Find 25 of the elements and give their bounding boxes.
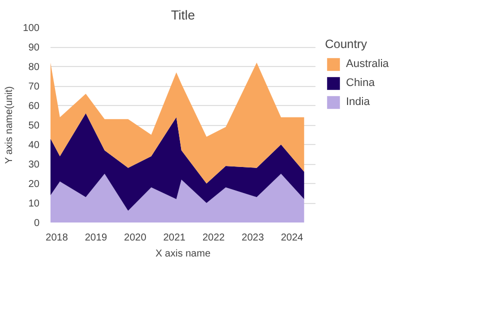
x-tick-label: 2022: [202, 232, 226, 244]
x-tick-label: 2021: [163, 232, 186, 244]
x-tick-label: 2018: [46, 232, 68, 244]
y-tick-label: 100: [22, 23, 40, 34]
y-tick-label: 80: [28, 62, 40, 73]
y-tick-label: 10: [28, 198, 40, 210]
x-axis-title: X axis name: [155, 248, 211, 260]
y-tick-label: 40: [28, 140, 40, 151]
x-tick-label: 2019: [84, 232, 108, 244]
y-tick-label: 30: [28, 160, 40, 170]
x-tick-label: 2023: [242, 232, 264, 244]
y-tick-label: 0: [34, 218, 40, 229]
legend-label: Australia: [346, 58, 389, 70]
y-tick-label: 90: [28, 42, 40, 54]
x-tick-label: 2020: [124, 232, 147, 244]
x-tick-label: 2024: [280, 232, 304, 244]
y-tick-label: 20: [28, 179, 40, 190]
legend-label: India: [346, 96, 370, 108]
y-axis-title: Y axis name(unit): [4, 86, 15, 164]
y-tick-label: 60: [28, 101, 40, 112]
y-tick-label: 70: [28, 82, 40, 92]
legend-label: China: [346, 77, 375, 89]
legend-title: Country: [325, 37, 368, 51]
y-tick-label: 50: [28, 120, 40, 132]
chart-title: Title: [170, 8, 196, 22]
